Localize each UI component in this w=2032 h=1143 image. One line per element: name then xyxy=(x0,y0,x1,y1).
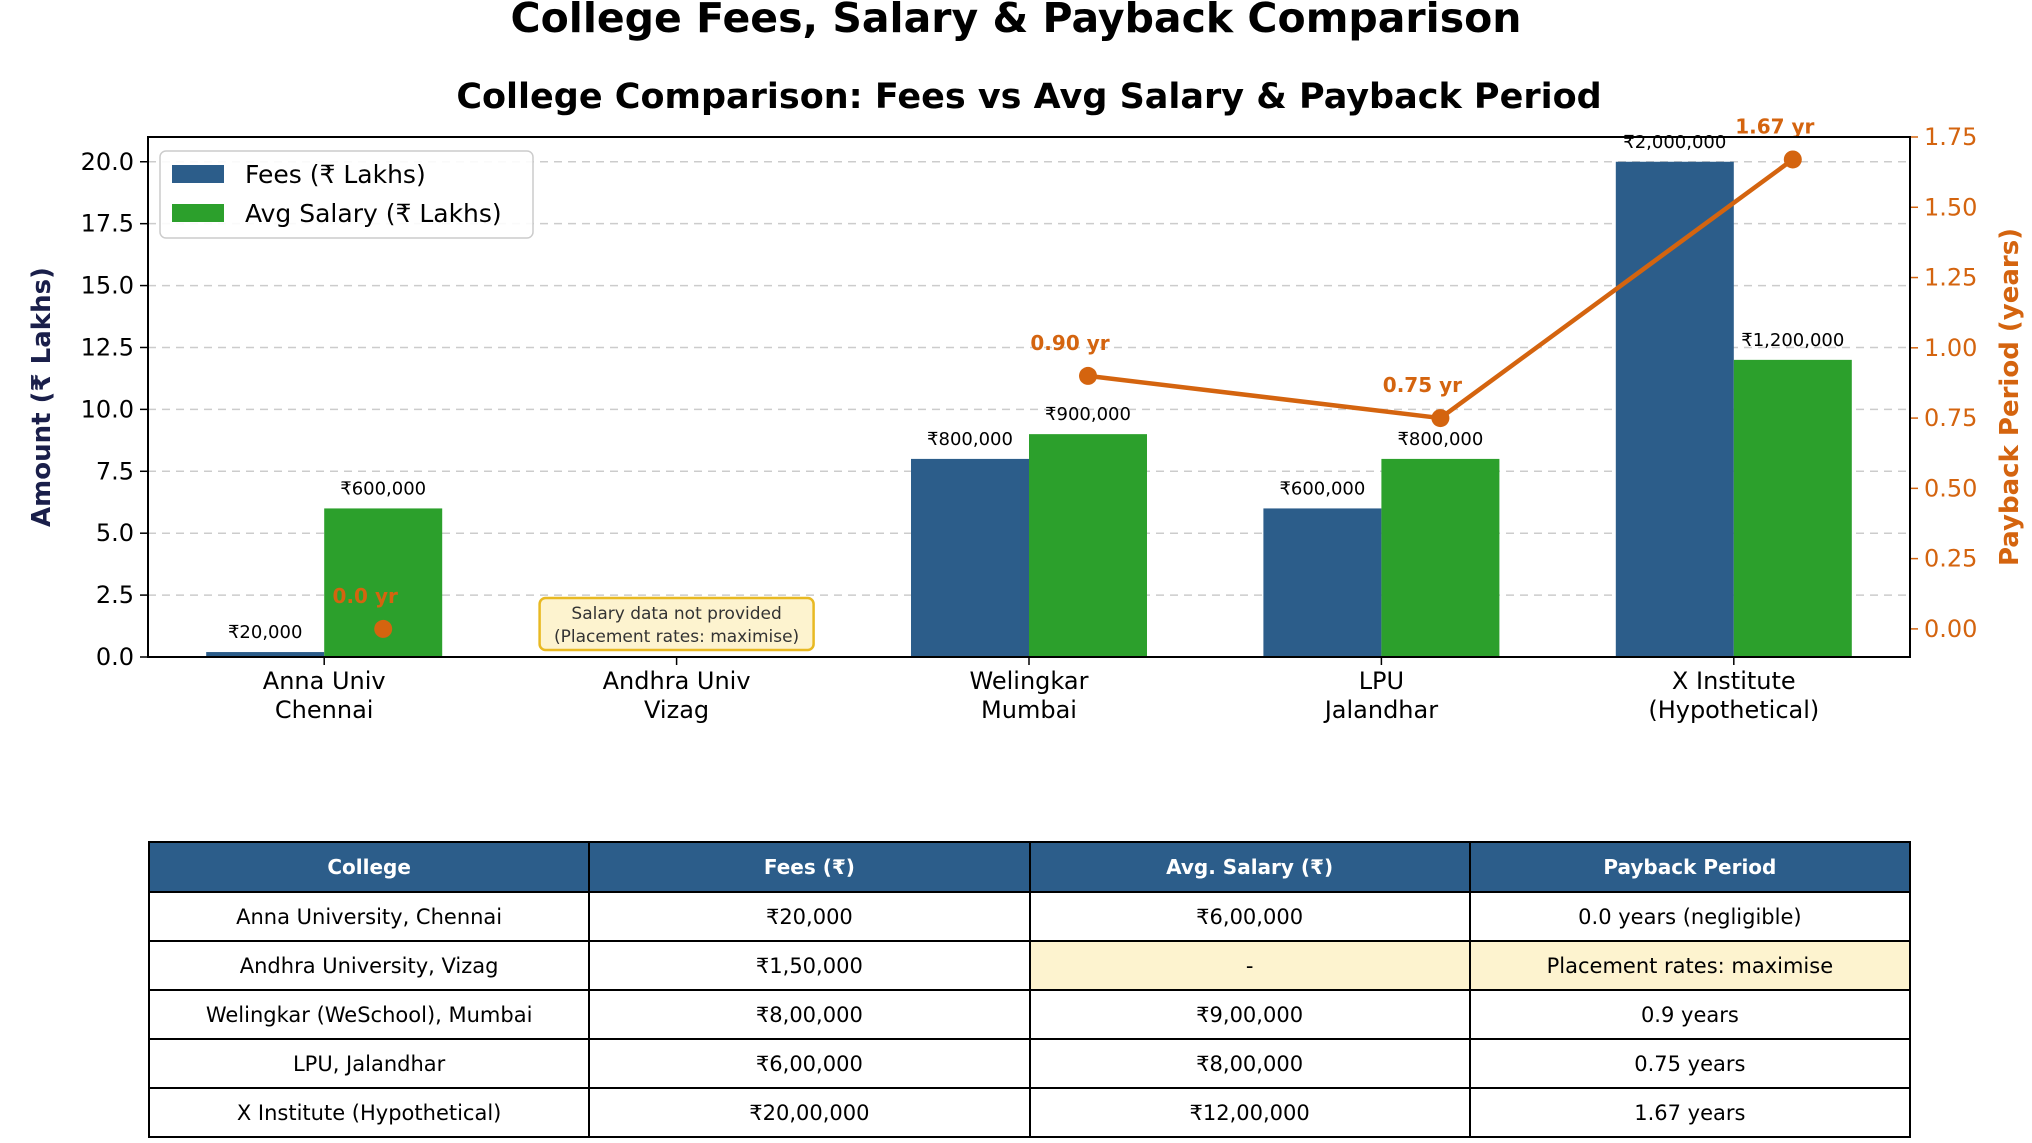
payback-point xyxy=(1783,150,1802,169)
table-cell: Andhra University, Vizag xyxy=(147,940,591,991)
y2-tick-label: 0.00 xyxy=(1924,615,1977,643)
fees-bar-label: ₹600,000 xyxy=(1279,478,1365,499)
y-tick-label: 7.5 xyxy=(96,457,134,485)
chart-title: College Comparison: Fees vs Avg Salary &… xyxy=(456,77,1601,117)
table-header-row: College Fees (₹) Avg. Salary (₹) Payback… xyxy=(147,841,1912,893)
table-cell: ₹9,00,000 xyxy=(1028,989,1471,1040)
table-cell: 0.9 years xyxy=(1468,989,1912,1040)
legend-swatch-salary xyxy=(172,204,224,222)
y2-tick-label: 1.50 xyxy=(1924,193,1977,221)
table-cell: LPU, Jalandhar xyxy=(147,1038,591,1089)
y-tick-label: 20.0 xyxy=(81,148,134,176)
x-tick-label: Welingkar Mumbai xyxy=(970,667,1089,724)
payback-point xyxy=(1079,366,1097,385)
payback-label: 1.67 yr xyxy=(1735,114,1814,138)
salary-bar xyxy=(1029,434,1147,657)
salary-bar xyxy=(1733,359,1852,657)
y-tick-label: 10.0 xyxy=(81,395,134,423)
y-tick-label: 2.5 xyxy=(96,581,134,609)
fees-bar-label: ₹800,000 xyxy=(927,429,1013,450)
salary-bar-label: ₹600,000 xyxy=(340,478,426,499)
table-row: X Institute (Hypothetical) ₹20,00,000 ₹1… xyxy=(147,1087,1912,1138)
table-cell: 1.67 years xyxy=(1468,1087,1912,1138)
payback-label: 0.75 yr xyxy=(1383,373,1462,397)
y-axis-label: Amount (₹ Lakhs) xyxy=(27,267,57,527)
salary-bar-label: ₹1,200,000 xyxy=(1741,330,1844,351)
y-tick-label: 17.5 xyxy=(81,210,134,238)
table-cell: X Institute (Hypothetical) xyxy=(147,1087,591,1138)
table-cell: ₹20,00,000 xyxy=(588,1087,1031,1138)
fees-bar xyxy=(911,458,1029,657)
salary-bar-label: ₹900,000 xyxy=(1045,404,1131,425)
table-cell: ₹6,00,000 xyxy=(1028,891,1471,942)
legend: Fees (₹ Lakhs) Avg Salary (₹ Lakhs) xyxy=(159,150,534,239)
x-tick-label: X Institute (Hypothetical) xyxy=(1648,667,1819,724)
table-cell: ₹1,50,000 xyxy=(588,940,1031,991)
y2-tick-label: 0.25 xyxy=(1924,545,1977,573)
table-row: Andhra University, Vizag ₹1,50,000 - Pla… xyxy=(147,940,1912,991)
x-tick-label: LPU Jalandhar xyxy=(1323,667,1439,724)
table-cell: 0.0 years (negligible) xyxy=(1468,891,1912,942)
chart: College Comparison: Fees vs Avg Salary &… xyxy=(27,77,2025,724)
table-header-cell: College xyxy=(147,841,591,893)
y-tick-label: 5.0 xyxy=(96,519,134,547)
y-tick-label: 0.0 xyxy=(96,643,134,671)
y2-tick-label: 1.75 xyxy=(1924,123,1977,151)
table-header-cell: Avg. Salary (₹) xyxy=(1028,841,1471,893)
comparison-table: College Fees (₹) Avg. Salary (₹) Payback… xyxy=(147,841,1912,1138)
salary-bar-label: ₹800,000 xyxy=(1397,429,1483,450)
table-row: Anna University, Chennai ₹20,000 ₹6,00,0… xyxy=(147,891,1912,942)
fees-bar xyxy=(1615,161,1734,657)
x-tick-label: Anna Univ Chennai xyxy=(263,667,386,724)
legend-label-salary: Avg Salary (₹ Lakhs) xyxy=(245,199,502,228)
table-cell: ₹6,00,000 xyxy=(588,1038,1031,1089)
y-tick-label: 15.0 xyxy=(81,272,134,300)
table-row: Welingkar (WeSchool), Mumbai ₹8,00,000 ₹… xyxy=(147,989,1912,1040)
y2-axis-label: Payback Period (years) xyxy=(1995,228,2025,566)
y2-tick-label: 1.00 xyxy=(1924,334,1977,362)
table-cell: Anna University, Chennai xyxy=(147,891,591,942)
legend-swatch-fees xyxy=(172,165,224,183)
table-cell: Welingkar (WeSchool), Mumbai xyxy=(147,989,591,1040)
y-tick-label: 12.5 xyxy=(81,333,134,361)
payback-label: 0.0 yr xyxy=(333,584,398,608)
fees-bar xyxy=(206,652,325,657)
no-data-annotation: Salary data not provided (Placement rates… xyxy=(538,596,815,652)
figure-suptitle: College Fees, Salary & Payback Compariso… xyxy=(510,0,1522,42)
payback-label: 0.90 yr xyxy=(1030,331,1109,355)
legend-label-fees: Fees (₹ Lakhs) xyxy=(245,160,426,189)
y2-tick-label: 0.75 xyxy=(1924,404,1977,432)
annotation-line: (Placement rates: maximise) xyxy=(554,627,799,647)
table-cell: ₹8,00,000 xyxy=(1028,1038,1471,1089)
payback-point xyxy=(1431,409,1450,428)
table-cell: ₹8,00,000 xyxy=(588,989,1031,1040)
table-cell: ₹12,00,000 xyxy=(1028,1087,1471,1138)
table-header-cell: Fees (₹) xyxy=(588,841,1031,893)
annotation-box xyxy=(538,596,815,652)
x-tick-label: Andhra Univ Vizag xyxy=(603,667,751,724)
table-cell: - xyxy=(1028,940,1471,991)
salary-bar xyxy=(1381,458,1500,657)
y2-tick-label: 1.25 xyxy=(1924,264,1977,292)
fees-bar-label: ₹2,000,000 xyxy=(1623,132,1726,153)
annotation-line: Salary data not provided xyxy=(571,604,781,624)
table-cell: ₹20,000 xyxy=(588,891,1031,942)
table-row: LPU, Jalandhar ₹6,00,000 ₹8,00,000 0.75 … xyxy=(147,1038,1912,1089)
table-cell: 0.75 years xyxy=(1468,1038,1912,1089)
comparison-table-container: College Fees (₹) Avg. Salary (₹) Payback… xyxy=(147,841,1912,1138)
payback-point xyxy=(374,619,393,638)
table-cell: Placement rates: maximise xyxy=(1468,940,1912,991)
table-header-cell: Payback Period xyxy=(1468,841,1912,893)
y2-tick-label: 0.50 xyxy=(1924,474,1977,502)
fees-bar xyxy=(1263,508,1382,657)
legend-box xyxy=(159,150,534,239)
fees-bar-label: ₹20,000 xyxy=(228,622,302,643)
